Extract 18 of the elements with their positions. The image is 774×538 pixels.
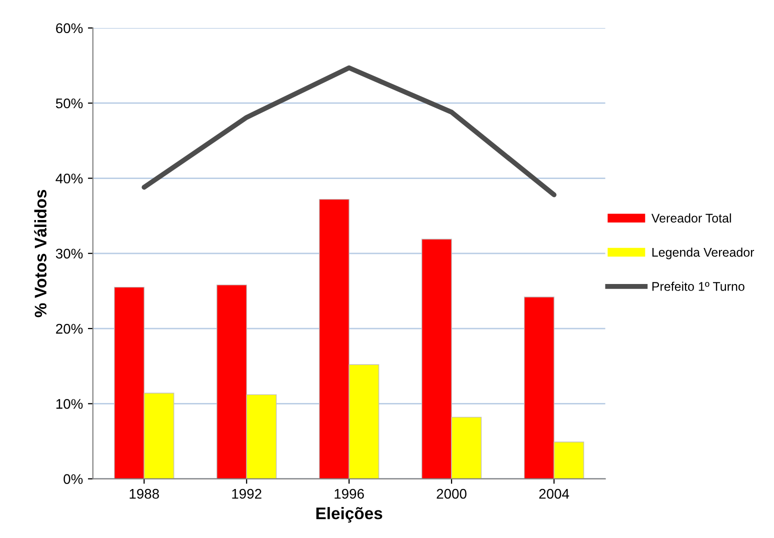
y-tick-label: 60%: [56, 23, 83, 34]
x-tick-label: 2000: [436, 488, 466, 499]
x-tick-label: 1996: [334, 488, 364, 499]
y-tick-label: 30%: [56, 248, 83, 259]
legend-label: Legenda Vereador: [652, 248, 754, 260]
y-tick-label: 40%: [56, 174, 83, 184]
legend-label: Vereador Total: [651, 213, 731, 223]
y-tick-label: 50%: [56, 98, 83, 108]
legend-label: Prefeito 1º Turno: [652, 282, 744, 291]
x-tick-label: 1988: [130, 488, 159, 499]
x-tick-label: 2004: [539, 488, 570, 499]
x-axis-title: Eleições: [316, 507, 382, 523]
y-tick-label: 10%: [56, 399, 83, 409]
y-tick-label: 20%: [56, 324, 83, 334]
y-tick-label: 0%: [64, 474, 83, 484]
y-axis-title: % Votos Válidos: [34, 190, 47, 318]
x-tick-label: 1992: [232, 488, 262, 499]
line-series: [142, 65, 556, 198]
